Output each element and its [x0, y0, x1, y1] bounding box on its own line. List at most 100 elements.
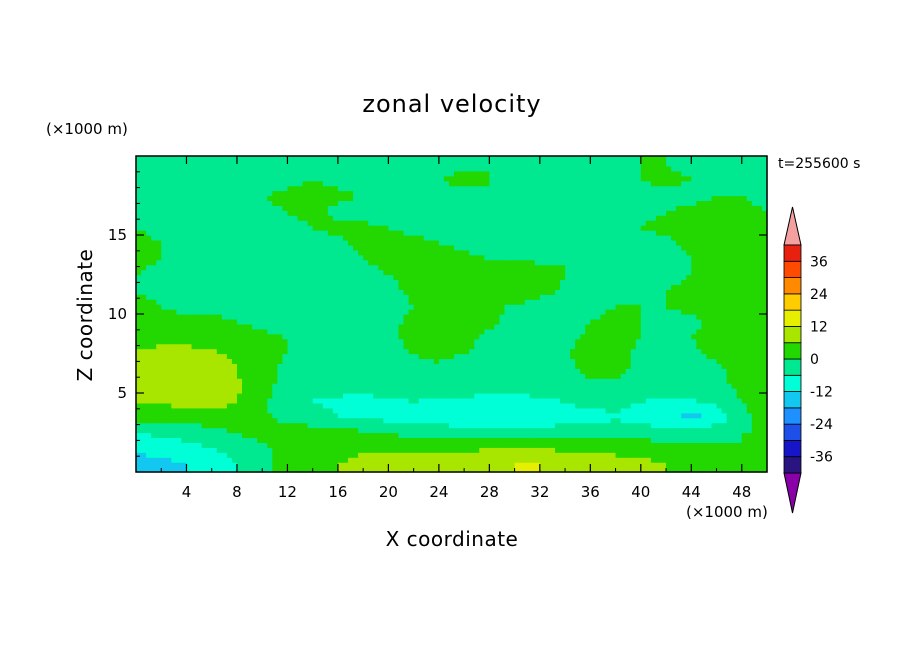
field-cell [242, 467, 248, 473]
field-cell [423, 432, 430, 439]
field-cell [373, 442, 379, 448]
field-cell [514, 407, 521, 414]
field-cell [635, 402, 642, 409]
field-cell [650, 328, 657, 335]
field-cell [650, 378, 657, 384]
field-cell [620, 388, 627, 394]
field-cell [534, 388, 541, 394]
field-cell [605, 318, 612, 325]
field-cell [171, 378, 177, 384]
field-cell [494, 388, 501, 394]
field-cell [549, 378, 556, 384]
field-cell [438, 314, 445, 320]
field-cell [312, 304, 319, 310]
field-cell [161, 279, 167, 285]
field-cell [317, 412, 324, 419]
field-cell [196, 338, 203, 345]
field-cell [666, 437, 672, 443]
field-cell [484, 348, 490, 355]
field-cell [206, 318, 213, 325]
field-cell [459, 422, 465, 429]
field-cell [418, 368, 425, 374]
field-cell [161, 378, 167, 384]
field-cell [226, 407, 233, 414]
field-cell [454, 432, 460, 439]
field-cell [615, 328, 622, 335]
field-cell [373, 447, 379, 453]
field-cell [332, 309, 339, 315]
field-cell [570, 452, 576, 458]
field-cell [368, 353, 374, 360]
field-cell [610, 299, 617, 305]
field-cell [711, 338, 718, 345]
field-cell [706, 309, 713, 315]
field-cell [454, 402, 460, 409]
field-cell [211, 417, 218, 424]
field-cell [398, 323, 405, 330]
field-cell [549, 422, 556, 429]
field-cell [459, 402, 465, 409]
field-cell [297, 318, 304, 325]
field-cell [489, 368, 496, 374]
field-cell [736, 323, 743, 330]
field-cell [423, 402, 430, 409]
field-cell [620, 402, 627, 409]
field-cell [640, 462, 647, 468]
field-cell [297, 388, 304, 394]
field-cell [761, 368, 768, 374]
field-cell [332, 378, 339, 384]
field-cell [459, 289, 465, 295]
field-cell [221, 368, 228, 374]
field-cell [731, 422, 738, 429]
field-cell [565, 457, 571, 463]
field-cell [231, 457, 238, 463]
field-cell [645, 338, 652, 345]
field-cell [625, 383, 632, 389]
field-cell [686, 457, 692, 463]
field-cell [544, 368, 551, 374]
field-cell [565, 314, 571, 320]
field-cell [645, 412, 652, 419]
field-cell [443, 378, 450, 384]
field-cell [196, 432, 203, 439]
field-cell [676, 447, 682, 453]
field-cell [358, 407, 364, 414]
field-cell [216, 279, 223, 285]
field-cell [393, 402, 400, 409]
field-cell [600, 353, 607, 360]
field-cell [136, 422, 142, 429]
field-cell [176, 393, 183, 399]
field-cell [645, 447, 652, 453]
field-cell [570, 407, 576, 414]
field-cell [388, 323, 395, 330]
field-cell [650, 407, 657, 414]
field-cell [221, 422, 228, 429]
field-cell [358, 274, 364, 281]
field-cell [595, 318, 602, 325]
field-cell [342, 294, 349, 300]
field-cell [151, 417, 157, 424]
field-cell [438, 343, 445, 350]
field-cell [252, 348, 258, 355]
field-cell [610, 289, 617, 295]
field-cell [176, 452, 183, 458]
field-cell [196, 373, 203, 379]
field-cell [660, 442, 667, 448]
field-cell [393, 289, 400, 295]
field-cell [262, 427, 268, 434]
field-cell [181, 402, 188, 409]
field-cell [236, 304, 243, 310]
field-cell [418, 442, 425, 448]
field-cell [388, 279, 395, 285]
field-cell [756, 294, 763, 300]
field-cell [413, 462, 420, 468]
field-cell [565, 353, 571, 360]
field-cell [171, 284, 177, 290]
field-cell [761, 378, 768, 384]
field-cell [247, 437, 253, 443]
field-cell [630, 422, 637, 429]
field-cell [671, 393, 677, 399]
field-cell [428, 437, 435, 443]
field-cell [247, 318, 253, 325]
field-cell [580, 427, 586, 434]
